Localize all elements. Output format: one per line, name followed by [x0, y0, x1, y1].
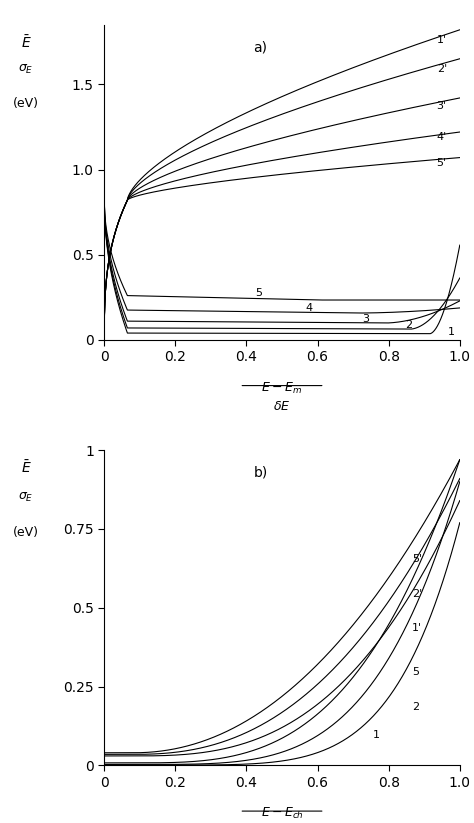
Text: $E - E_{ch}$: $E - E_{ch}$: [261, 807, 303, 821]
Text: 2: 2: [412, 702, 419, 712]
Text: $\delta E$: $\delta E$: [273, 400, 291, 413]
Text: a): a): [254, 40, 268, 54]
Text: 1': 1': [412, 623, 422, 633]
Text: b): b): [254, 466, 268, 480]
Text: 2': 2': [412, 588, 422, 598]
Text: 1: 1: [373, 729, 380, 740]
Text: $E - E_m$: $E - E_m$: [262, 381, 302, 396]
Text: 5': 5': [412, 554, 422, 564]
Text: (eV): (eV): [13, 526, 39, 539]
Text: 3: 3: [362, 314, 369, 323]
Text: (eV): (eV): [13, 97, 39, 110]
Text: 5: 5: [255, 288, 263, 298]
Text: $\bar{E}$: $\bar{E}$: [21, 34, 31, 51]
Text: 4: 4: [305, 303, 312, 313]
Text: 4': 4': [437, 133, 447, 142]
Text: 3': 3': [437, 101, 447, 111]
Text: 5': 5': [437, 158, 447, 168]
Text: $\sigma_E$: $\sigma_E$: [18, 491, 34, 504]
Text: 5: 5: [412, 667, 419, 677]
Text: 1: 1: [448, 327, 455, 337]
Text: 2: 2: [405, 320, 412, 330]
Text: $\bar{E}$: $\bar{E}$: [21, 460, 31, 477]
Text: $\sigma_E$: $\sigma_E$: [18, 63, 34, 76]
Text: 1': 1': [437, 35, 447, 45]
Text: 2': 2': [437, 64, 447, 74]
